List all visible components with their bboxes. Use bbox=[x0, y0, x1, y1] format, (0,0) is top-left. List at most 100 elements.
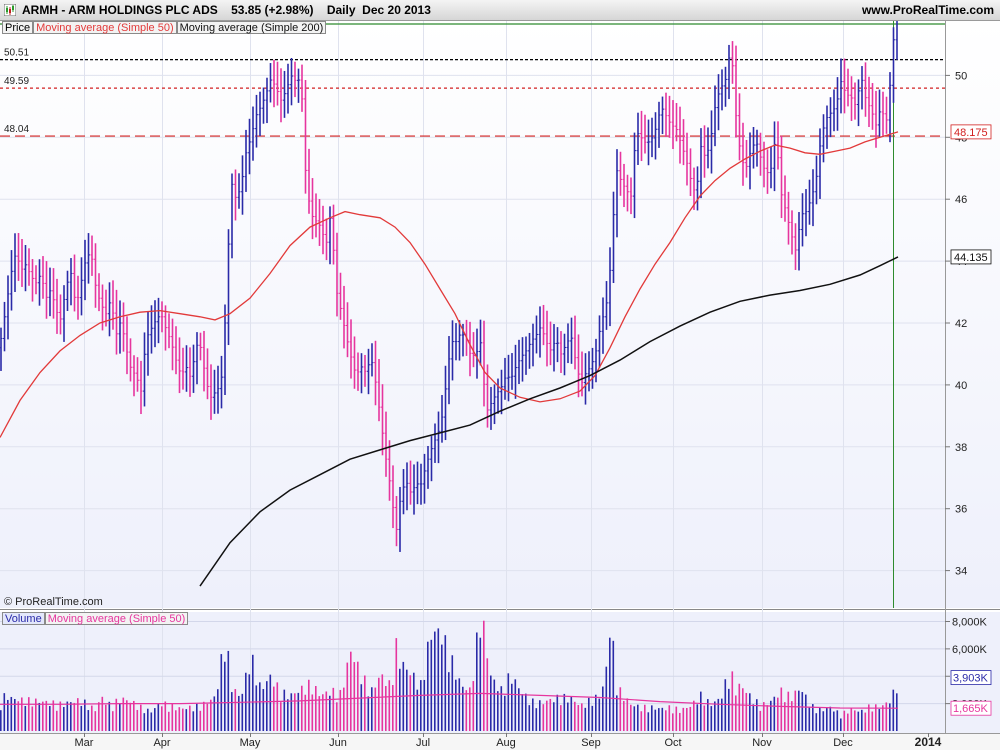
price-bar[interactable] bbox=[129, 338, 132, 382]
price-bar[interactable] bbox=[727, 44, 731, 100]
price-bar[interactable] bbox=[888, 72, 892, 143]
volume-bar[interactable] bbox=[122, 697, 125, 731]
price-bar[interactable] bbox=[6, 275, 10, 340]
price-bar[interactable] bbox=[132, 355, 136, 397]
price-bar[interactable] bbox=[566, 323, 570, 364]
price-bar[interactable] bbox=[279, 68, 283, 123]
volume-bar[interactable] bbox=[749, 693, 751, 731]
price-bar[interactable] bbox=[815, 155, 818, 205]
volume-bar[interactable] bbox=[91, 705, 93, 731]
volume-bar[interactable] bbox=[668, 705, 671, 731]
price-bar[interactable] bbox=[52, 268, 55, 319]
price-bar[interactable] bbox=[10, 250, 13, 311]
volume-bar[interactable] bbox=[283, 689, 286, 731]
volume-bar[interactable] bbox=[196, 703, 198, 731]
volume-bar[interactable] bbox=[259, 682, 261, 731]
volume-bar[interactable] bbox=[385, 686, 387, 731]
volume-bar[interactable] bbox=[672, 713, 674, 731]
volume-bar[interactable] bbox=[416, 689, 419, 731]
price-bar[interactable] bbox=[262, 87, 265, 124]
price-bar[interactable] bbox=[657, 101, 661, 148]
volume-bar[interactable] bbox=[623, 700, 625, 731]
price-bar[interactable] bbox=[139, 360, 143, 415]
price-bar[interactable] bbox=[629, 177, 633, 215]
price-bar[interactable] bbox=[769, 146, 773, 189]
volume-bar[interactable] bbox=[773, 696, 776, 731]
volume-bar[interactable] bbox=[332, 687, 335, 731]
volume-bar[interactable] bbox=[619, 687, 622, 731]
volume-bar[interactable] bbox=[770, 700, 772, 731]
price-bar[interactable] bbox=[248, 118, 251, 175]
price-bar[interactable] bbox=[178, 337, 181, 394]
price-bar[interactable] bbox=[615, 149, 619, 238]
price-bar[interactable] bbox=[230, 173, 234, 259]
volume-bar[interactable] bbox=[854, 710, 856, 731]
volume-bar[interactable] bbox=[717, 698, 720, 731]
volume-bar[interactable] bbox=[322, 694, 324, 731]
price-bar[interactable] bbox=[741, 122, 745, 186]
price-bar[interactable] bbox=[521, 337, 524, 382]
price-bar[interactable] bbox=[346, 302, 349, 358]
price-bar[interactable] bbox=[720, 69, 724, 111]
price-panel[interactable] bbox=[0, 20, 1000, 608]
price-bar[interactable] bbox=[62, 285, 66, 342]
volume-bar[interactable] bbox=[493, 679, 496, 731]
volume-bar[interactable] bbox=[255, 685, 258, 731]
price-bar[interactable] bbox=[671, 100, 675, 150]
volume-bar[interactable] bbox=[280, 702, 282, 731]
price-bar[interactable] bbox=[234, 169, 237, 221]
price-bar[interactable] bbox=[38, 259, 41, 306]
price-bar[interactable] bbox=[73, 254, 76, 312]
volume-bar[interactable] bbox=[584, 707, 587, 731]
volume-bar[interactable] bbox=[724, 679, 727, 731]
volume-bar[interactable] bbox=[787, 691, 790, 731]
volume-bar[interactable] bbox=[367, 696, 370, 731]
volume-bar[interactable] bbox=[794, 690, 797, 731]
price-bar[interactable] bbox=[118, 300, 122, 354]
volume-bar[interactable] bbox=[714, 701, 716, 731]
volume-bar[interactable] bbox=[350, 651, 352, 731]
price-bar[interactable] bbox=[87, 233, 90, 284]
price-bar[interactable] bbox=[528, 332, 531, 369]
volume-bar[interactable] bbox=[49, 706, 51, 731]
legend-volume-ma50[interactable]: Moving average (Simple 50) bbox=[44, 612, 189, 625]
price-bar[interactable] bbox=[381, 384, 384, 456]
volume-bar[interactable] bbox=[581, 703, 583, 731]
price-bar[interactable] bbox=[339, 272, 342, 320]
volume-bar[interactable] bbox=[175, 710, 177, 731]
volume-bar[interactable] bbox=[325, 691, 328, 731]
price-bar[interactable] bbox=[409, 460, 412, 505]
price-bar[interactable] bbox=[213, 369, 216, 414]
price-bar[interactable] bbox=[650, 117, 654, 158]
price-bar[interactable] bbox=[692, 167, 696, 210]
price-bar[interactable] bbox=[384, 411, 388, 477]
volume-bar[interactable] bbox=[224, 661, 226, 731]
price-bar[interactable] bbox=[619, 151, 622, 196]
volume-bar[interactable] bbox=[763, 702, 765, 731]
price-bar[interactable] bbox=[825, 105, 829, 149]
price-bar[interactable] bbox=[125, 316, 129, 375]
volume-bar[interactable] bbox=[766, 705, 769, 731]
volume-bar[interactable] bbox=[472, 681, 475, 731]
price-bar[interactable] bbox=[556, 327, 559, 363]
volume-bar[interactable] bbox=[343, 687, 345, 731]
price-bar[interactable] bbox=[591, 347, 594, 389]
volume-bar[interactable] bbox=[896, 693, 898, 731]
price-bar[interactable] bbox=[171, 318, 174, 371]
price-bar[interactable] bbox=[843, 58, 846, 114]
price-bar[interactable] bbox=[622, 163, 626, 208]
price-bar[interactable] bbox=[377, 359, 381, 422]
price-bar[interactable] bbox=[892, 27, 895, 103]
price-bar[interactable] bbox=[468, 321, 472, 377]
price-bar[interactable] bbox=[542, 304, 545, 346]
volume-bar[interactable] bbox=[633, 706, 636, 731]
volume-bar[interactable] bbox=[290, 693, 293, 731]
volume-bar[interactable] bbox=[66, 701, 69, 731]
price-bar[interactable] bbox=[678, 106, 682, 164]
volume-bar[interactable] bbox=[553, 702, 555, 731]
price-bar[interactable] bbox=[755, 129, 759, 167]
price-bar[interactable] bbox=[605, 281, 608, 330]
price-bar[interactable] bbox=[94, 243, 97, 308]
price-bar[interactable] bbox=[524, 336, 528, 375]
